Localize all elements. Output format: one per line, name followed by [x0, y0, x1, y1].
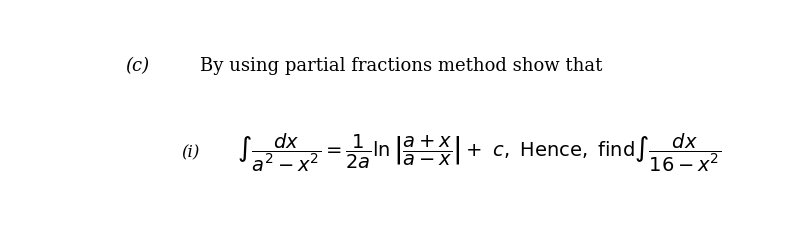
Text: $\int \dfrac{dx}{a^2-x^2} = \dfrac{1}{2a}\ln\left|\dfrac{a+x}{a-x}\right|+ \ c, : $\int \dfrac{dx}{a^2-x^2} = \dfrac{1}{2a…: [237, 132, 721, 174]
Text: (i): (i): [181, 145, 200, 162]
Text: (c): (c): [125, 57, 149, 75]
Text: By using partial fractions method show that: By using partial fractions method show t…: [200, 57, 602, 75]
